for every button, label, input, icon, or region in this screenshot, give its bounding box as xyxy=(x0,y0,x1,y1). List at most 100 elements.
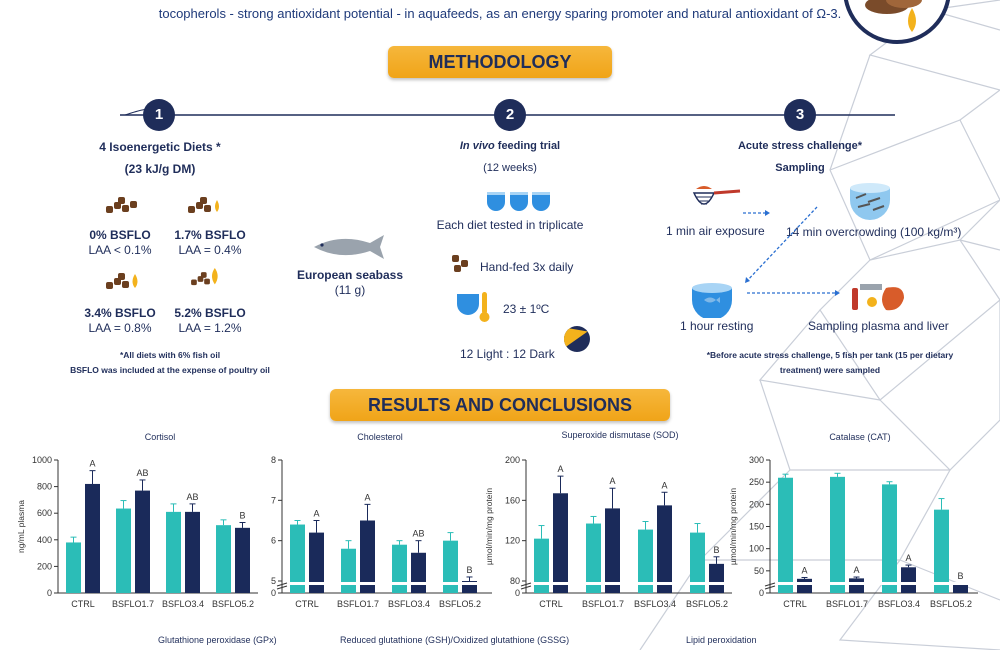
fish-name: European seabass xyxy=(296,268,404,282)
step-3-badge: 3 xyxy=(784,99,816,131)
bar-before xyxy=(290,524,305,593)
significance-letter: B xyxy=(466,565,472,575)
bar-before xyxy=(166,511,181,593)
x-tick-label: BSFLO5.2 xyxy=(686,599,728,609)
bar-after xyxy=(360,520,375,593)
stress-note: treatment) were sampled xyxy=(779,365,881,375)
bar-after xyxy=(235,527,250,593)
bar-before xyxy=(586,523,601,593)
trial-item: Hand-fed 3x daily xyxy=(480,260,574,274)
bar-before xyxy=(534,538,549,593)
significance-letter: A xyxy=(364,492,370,502)
y-tick-label: 800 xyxy=(37,482,52,492)
x-tick-label: CTRL xyxy=(783,599,807,609)
diet-name: 0% BSFLO xyxy=(89,228,151,242)
bar-break-gap xyxy=(288,582,326,585)
y-tick-label: 200 xyxy=(505,455,520,465)
catalase-chart: 0 50 100 150 200 250 300 µmol/min/mg protein A CT… xyxy=(728,455,978,609)
thermometer-icon xyxy=(457,292,490,322)
significance-letter: A xyxy=(89,459,95,469)
y-tick-label: 250 xyxy=(749,477,764,487)
bar-before xyxy=(66,542,81,593)
step-1-subtitle: (23 kJ/g DM) xyxy=(124,162,196,176)
x-tick-label: CTRL xyxy=(539,599,563,609)
y-tick-label: 0 xyxy=(515,588,520,598)
bar-after xyxy=(849,578,864,593)
feed-oil-icon xyxy=(106,273,138,289)
y-tick-label: 200 xyxy=(749,499,764,509)
flow-arrows xyxy=(743,206,840,296)
day-night-icon xyxy=(564,326,590,352)
significance-letter: A xyxy=(905,553,911,563)
axis-break xyxy=(276,582,288,587)
bar-after xyxy=(605,508,620,593)
significance-letter: A xyxy=(853,565,859,575)
y-tick-label: 300 xyxy=(749,455,764,465)
stress-item: 1 min air exposure xyxy=(666,224,765,238)
bar-before xyxy=(830,476,845,593)
bar-after xyxy=(797,578,812,593)
significance-letter: AB xyxy=(412,529,424,539)
step-3-subtitle: Sampling xyxy=(775,162,825,174)
stress-item: 1 hour resting xyxy=(680,319,754,333)
bar-after xyxy=(901,567,916,593)
y-tick-label: 5 xyxy=(271,576,276,586)
step-1-title: 4 Isoenergetic Diets * xyxy=(99,140,221,154)
bar-after xyxy=(953,584,968,593)
x-tick-label: CTRL xyxy=(71,599,95,609)
bar-before xyxy=(690,532,705,593)
axis-break xyxy=(520,582,532,587)
y-tick-label: 80 xyxy=(510,576,520,586)
sod-chart: 0 80 120 160 200 µmol/min/mg protein A CTRL A BSF… xyxy=(484,455,732,609)
y-tick-label: 0 xyxy=(759,588,764,598)
chart-title-cholesterol: Cholesterol xyxy=(357,432,403,442)
bar-break-gap xyxy=(584,582,622,585)
significance-letter: A xyxy=(557,464,563,474)
axis-break xyxy=(276,585,288,590)
y-axis-label: µmol/min/mg protein xyxy=(728,488,738,565)
bar-before xyxy=(392,544,407,593)
x-tick-label: BSFLO1.7 xyxy=(582,599,624,609)
x-tick-label: BSFLO1.7 xyxy=(826,599,868,609)
step-2-title: In vivo feeding trial xyxy=(459,140,561,152)
bar-break-gap xyxy=(776,582,814,585)
significance-letter: A xyxy=(801,565,807,575)
significance-letter: A xyxy=(661,480,667,490)
bar-after xyxy=(85,483,100,593)
significance-letter: AB xyxy=(186,492,198,502)
cortisol-chart: 0 200 400 600 800 1000 ng/mL plasma A CTRL AB BSFL… xyxy=(16,455,258,609)
x-tick-label: BSFLO5.2 xyxy=(212,599,254,609)
step-1-badge: 1 xyxy=(143,99,175,131)
trial-item: 23 ± 1ºC xyxy=(503,302,550,316)
x-tick-label: BSFLO3.4 xyxy=(878,599,920,609)
stress-note: *Before acute stress challenge, 5 fish p… xyxy=(706,350,954,360)
stress-item: 14 min overcrowding (100 kg/m³) xyxy=(786,225,962,239)
intro-text: tocopherols - strong antioxidant potenti… xyxy=(158,6,842,21)
bar-break-gap xyxy=(932,582,970,585)
bar-break-gap xyxy=(688,582,726,585)
chart-title-gsh: Reduced glutathione (GSH)/Oxidized gluta… xyxy=(340,635,570,645)
x-tick-label: BSFLO3.4 xyxy=(388,599,430,609)
y-tick-label: 100 xyxy=(749,544,764,554)
axis-break xyxy=(764,585,776,590)
y-tick-label: 200 xyxy=(37,561,52,571)
methodology-banner: METHODOLOGY xyxy=(388,46,612,78)
diet-name: 3.4% BSFLO xyxy=(84,306,156,320)
axis-break xyxy=(520,585,532,590)
x-tick-label: CTRL xyxy=(295,599,319,609)
bar-after xyxy=(135,490,150,593)
axis-break xyxy=(764,582,776,587)
diet-laa: LAA = 0.8% xyxy=(88,321,152,335)
y-tick-label: 0 xyxy=(47,588,52,598)
bar-before xyxy=(341,548,356,593)
y-axis-label: µmol/min/mg protein xyxy=(484,488,494,565)
diet-name: 5.2% BSFLO xyxy=(174,306,246,320)
x-tick-label: BSFLO1.7 xyxy=(112,599,154,609)
bar-before xyxy=(882,484,897,593)
bar-break-gap xyxy=(339,582,377,585)
net-icon xyxy=(692,186,741,205)
y-tick-label: 160 xyxy=(505,495,520,505)
significance-letter: B xyxy=(713,545,719,555)
step-2-badge: 2 xyxy=(494,99,526,131)
significance-letter: A xyxy=(609,476,615,486)
